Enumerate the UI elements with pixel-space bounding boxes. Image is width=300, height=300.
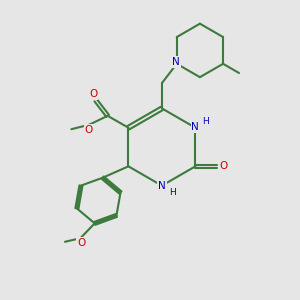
Text: H: H (169, 188, 176, 197)
Text: O: O (89, 89, 98, 99)
Text: O: O (219, 161, 227, 171)
Text: H: H (202, 117, 209, 126)
Text: N: N (172, 57, 180, 67)
Text: O: O (85, 125, 93, 135)
Text: O: O (77, 238, 85, 248)
Text: N: N (158, 181, 166, 191)
Text: N: N (191, 122, 199, 132)
